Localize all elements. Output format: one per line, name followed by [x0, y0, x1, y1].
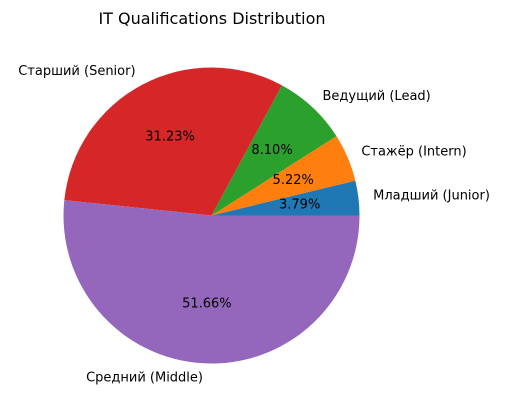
chart-title: IT Qualifications Distribution: [98, 9, 325, 28]
slice-percent-junior: 3.79%: [279, 197, 320, 212]
slice-percent-intern: 5.22%: [273, 173, 314, 188]
pie-labels: Младший (Junior) 3.79% Стажёр (Intern) 5.22…: [18, 64, 490, 386]
pie-slice-middle: [63, 200, 360, 364]
slice-percent-senior: 31.23%: [145, 129, 195, 144]
slice-label-junior: Младший (Junior): [373, 189, 490, 204]
slice-label-intern: Стажёр (Intern): [361, 144, 466, 159]
pie-slice-junior: [211, 180, 360, 216]
pie-slice-lead: [211, 85, 337, 216]
slice-label-lead: Ведущий (Lead): [322, 89, 430, 104]
pie-slices: [63, 67, 360, 364]
slice-percent-middle: 51.66%: [182, 297, 232, 312]
pie-slice-senior: [64, 67, 282, 216]
slice-percent-lead: 8.10%: [251, 143, 292, 158]
pie-slice-intern: [211, 136, 356, 216]
slice-label-middle: Средний (Middle): [86, 371, 203, 386]
slice-label-senior: Старший (Senior): [18, 64, 135, 79]
